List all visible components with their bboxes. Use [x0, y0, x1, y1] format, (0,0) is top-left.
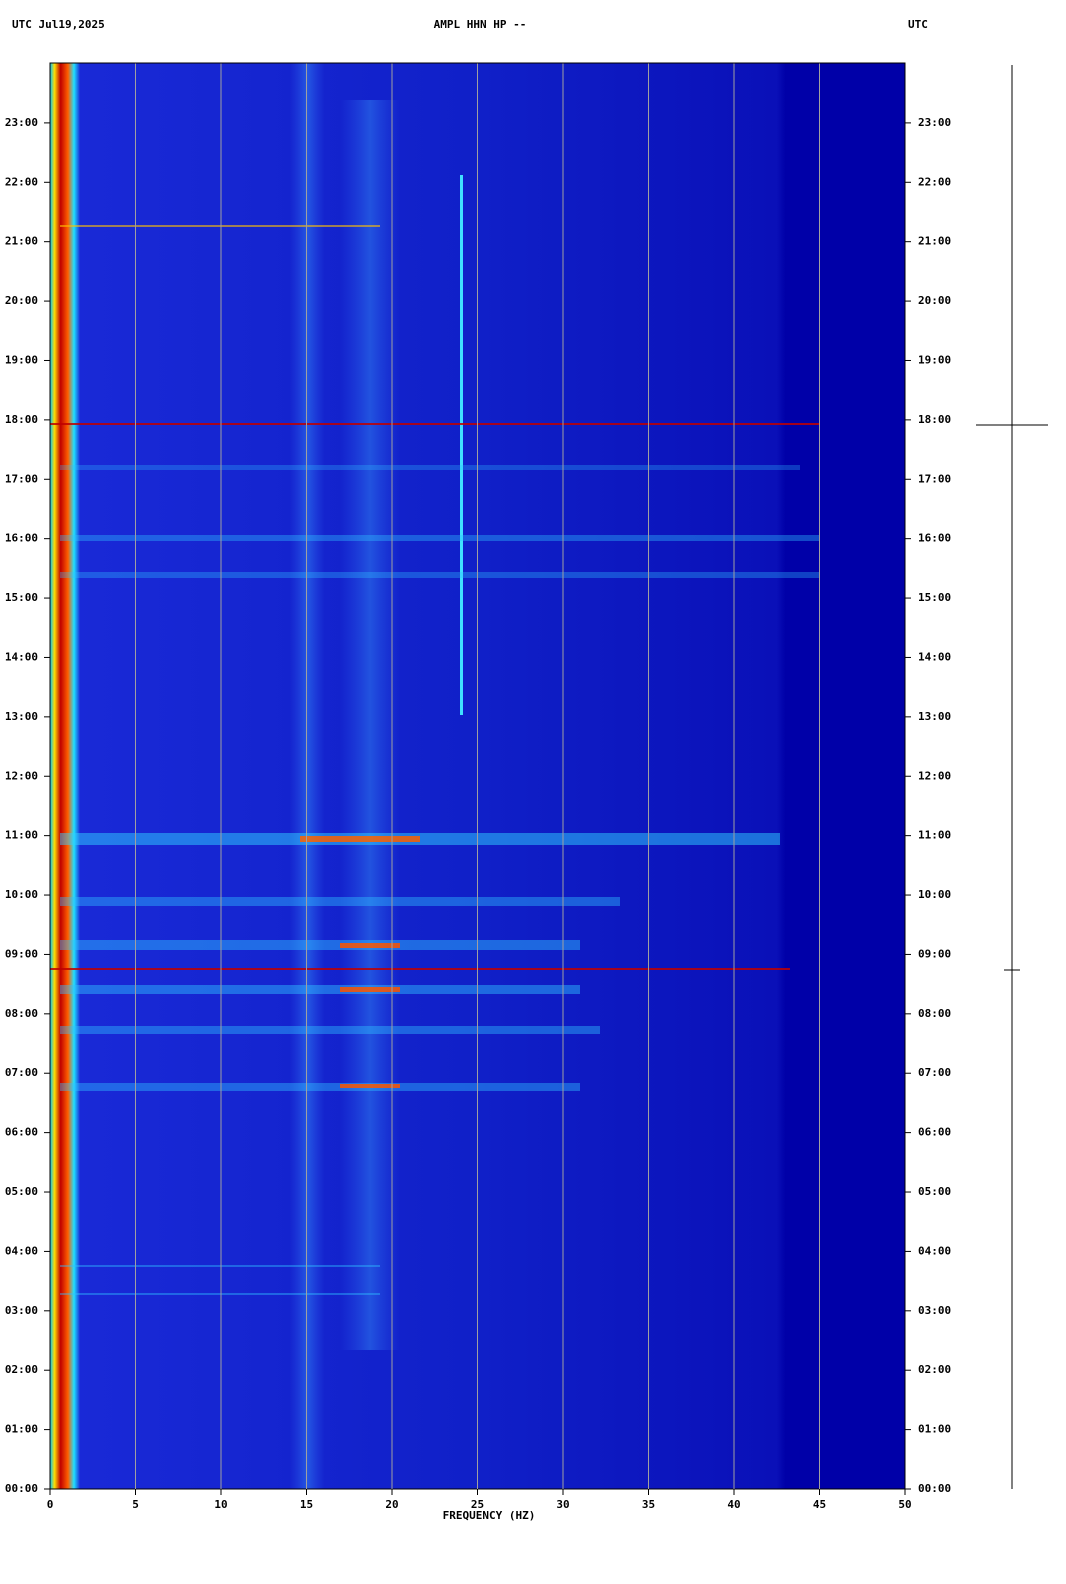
y-tick-label-left: 02:00	[5, 1363, 38, 1376]
y-tick-label-right: 17:00	[918, 472, 951, 485]
x-tick-label: 5	[132, 1498, 139, 1511]
y-tick-label-right: 11:00	[918, 829, 951, 842]
y-tick-label-right: 07:00	[918, 1066, 951, 1079]
y-tick-label-right: 19:00	[918, 353, 951, 366]
x-tick-label: 50	[898, 1498, 911, 1511]
y-tick-label-right: 00:00	[918, 1482, 951, 1495]
y-tick-label-right: 09:00	[918, 947, 951, 960]
y-tick-label-left: 09:00	[5, 947, 38, 960]
y-tick-label-right: 22:00	[918, 175, 951, 188]
y-tick-label-right: 06:00	[918, 1126, 951, 1139]
x-tick-label: 30	[556, 1498, 569, 1511]
y-tick-label-left: 00:00	[5, 1482, 38, 1495]
y-tick-label-right: 03:00	[918, 1304, 951, 1317]
y-tick-label-right: 21:00	[918, 235, 951, 248]
y-tick-label-right: 16:00	[918, 532, 951, 545]
y-tick-label-right: 13:00	[918, 710, 951, 723]
y-tick-label-right: 18:00	[918, 413, 951, 426]
y-tick-label-right: 12:00	[918, 769, 951, 782]
y-tick-label-left: 03:00	[5, 1304, 38, 1317]
x-axis-label: FREQUENCY (HZ)	[443, 1509, 536, 1522]
y-tick-label-left: 05:00	[5, 1185, 38, 1198]
y-tick-label-left: 17:00	[5, 472, 38, 485]
y-tick-label-left: 20:00	[5, 294, 38, 307]
y-tick-label-right: 04:00	[918, 1244, 951, 1257]
x-tick-label: 35	[642, 1498, 655, 1511]
y-tick-label-right: 02:00	[918, 1363, 951, 1376]
y-tick-label-left: 14:00	[5, 650, 38, 663]
y-tick-label-left: 12:00	[5, 769, 38, 782]
band-15hz	[290, 63, 325, 1489]
title-right: UTC	[908, 18, 928, 31]
x-tick-label: 45	[813, 1498, 826, 1511]
y-tick-label-right: 20:00	[918, 294, 951, 307]
title-left: UTC Jul19,2025	[12, 18, 105, 31]
y-tick-label-left: 11:00	[5, 829, 38, 842]
seismogram-trace	[976, 65, 1048, 1489]
y-tick-label-left: 10:00	[5, 888, 38, 901]
y-tick-label-left: 22:00	[5, 175, 38, 188]
y-tick-label-left: 16:00	[5, 532, 38, 545]
y-tick-label-left: 06:00	[5, 1126, 38, 1139]
y-tick-label-left: 08:00	[5, 1007, 38, 1020]
y-tick-label-left: 07:00	[5, 1066, 38, 1079]
x-tick-label: 10	[214, 1498, 227, 1511]
horizontal-streaks	[50, 225, 820, 1295]
band-18hz	[340, 100, 400, 1350]
x-tick-label: 25	[471, 1498, 484, 1511]
y-tick-label-left: 15:00	[5, 591, 38, 604]
x-tick-label: 0	[47, 1498, 54, 1511]
y-tick-label-left: 21:00	[5, 235, 38, 248]
y-tick-label-right: 10:00	[918, 888, 951, 901]
y-tick-label-left: 04:00	[5, 1244, 38, 1257]
y-tick-label-left: 01:00	[5, 1423, 38, 1436]
y-tick-label-left: 18:00	[5, 413, 38, 426]
chart-title: AMPL HHN HP --	[434, 18, 527, 31]
low-frequency-band	[50, 63, 80, 1489]
x-tick-label: 40	[727, 1498, 740, 1511]
x-tick-label: 20	[385, 1498, 398, 1511]
y-tick-label-right: 23:00	[918, 116, 951, 129]
y-tick-label-right: 08:00	[918, 1007, 951, 1020]
y-tick-label-left: 23:00	[5, 116, 38, 129]
y-tick-label-right: 05:00	[918, 1185, 951, 1198]
y-tick-label-left: 13:00	[5, 710, 38, 723]
y-tick-label-right: 01:00	[918, 1423, 951, 1436]
x-tick-label: 15	[300, 1498, 313, 1511]
y-tick-label-left: 19:00	[5, 353, 38, 366]
line-24hz	[460, 175, 463, 715]
y-tick-label-right: 15:00	[918, 591, 951, 604]
y-tick-label-right: 14:00	[918, 650, 951, 663]
